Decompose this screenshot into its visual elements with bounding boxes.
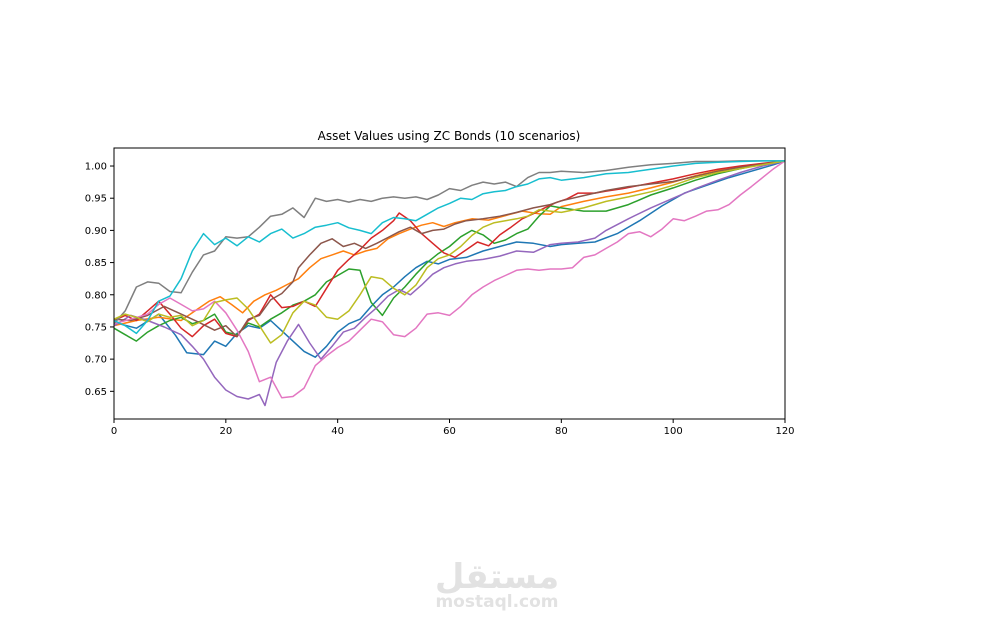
y-tick-label-6: 0.95 bbox=[85, 194, 107, 205]
series-line-8 bbox=[113, 160, 785, 325]
watermark-logo: مستقل bbox=[435, 557, 559, 597]
series-line-9 bbox=[113, 160, 786, 344]
watermark: مستقل mostaql.com bbox=[435, 557, 559, 612]
series-line-7 bbox=[113, 160, 786, 399]
x-tick-label-0: 0 bbox=[111, 426, 117, 437]
y-tick-label-0: 0.65 bbox=[85, 387, 107, 398]
chart-title: Asset Values using ZC Bonds (10 scenario… bbox=[318, 129, 581, 143]
x-tick-label-2: 40 bbox=[331, 426, 344, 437]
y-tick-label-1: 0.70 bbox=[85, 355, 107, 366]
x-tick-label-3: 60 bbox=[443, 426, 456, 437]
watermark-url: mostaql.com bbox=[435, 592, 558, 612]
y-tick-label-4: 0.85 bbox=[85, 258, 107, 269]
x-tick-label-5: 100 bbox=[664, 426, 683, 437]
x-tick-label-6: 120 bbox=[775, 426, 794, 437]
x-tick-label-1: 20 bbox=[219, 426, 232, 437]
y-tick-label-7: 1.00 bbox=[85, 162, 107, 173]
series-line-5 bbox=[113, 160, 786, 407]
series-line-1 bbox=[113, 160, 786, 358]
series-line-3 bbox=[113, 160, 786, 342]
x-axis: 0 20 40 60 80 100 120 bbox=[111, 419, 795, 437]
y-tick-label-5: 0.90 bbox=[85, 226, 107, 237]
y-axis: 0.65 0.70 0.75 0.80 0.85 0.90 0.95 1.00 bbox=[85, 162, 114, 398]
series-line-2 bbox=[113, 160, 786, 327]
y-tick-label-3: 0.80 bbox=[85, 290, 107, 301]
series-layer bbox=[113, 160, 786, 407]
x-tick-label-4: 80 bbox=[555, 426, 568, 437]
series-line-4 bbox=[113, 160, 786, 338]
y-tick-label-2: 0.75 bbox=[85, 322, 107, 333]
series-line-10 bbox=[113, 160, 785, 335]
series-line-6 bbox=[113, 160, 786, 338]
